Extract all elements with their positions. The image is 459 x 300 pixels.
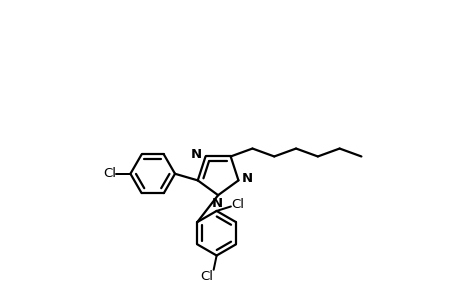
Text: Cl: Cl: [103, 167, 116, 180]
Text: N: N: [190, 148, 201, 160]
Text: Cl: Cl: [200, 270, 213, 283]
Text: Cl: Cl: [230, 199, 243, 212]
Text: N: N: [212, 197, 223, 210]
Text: N: N: [241, 172, 252, 184]
